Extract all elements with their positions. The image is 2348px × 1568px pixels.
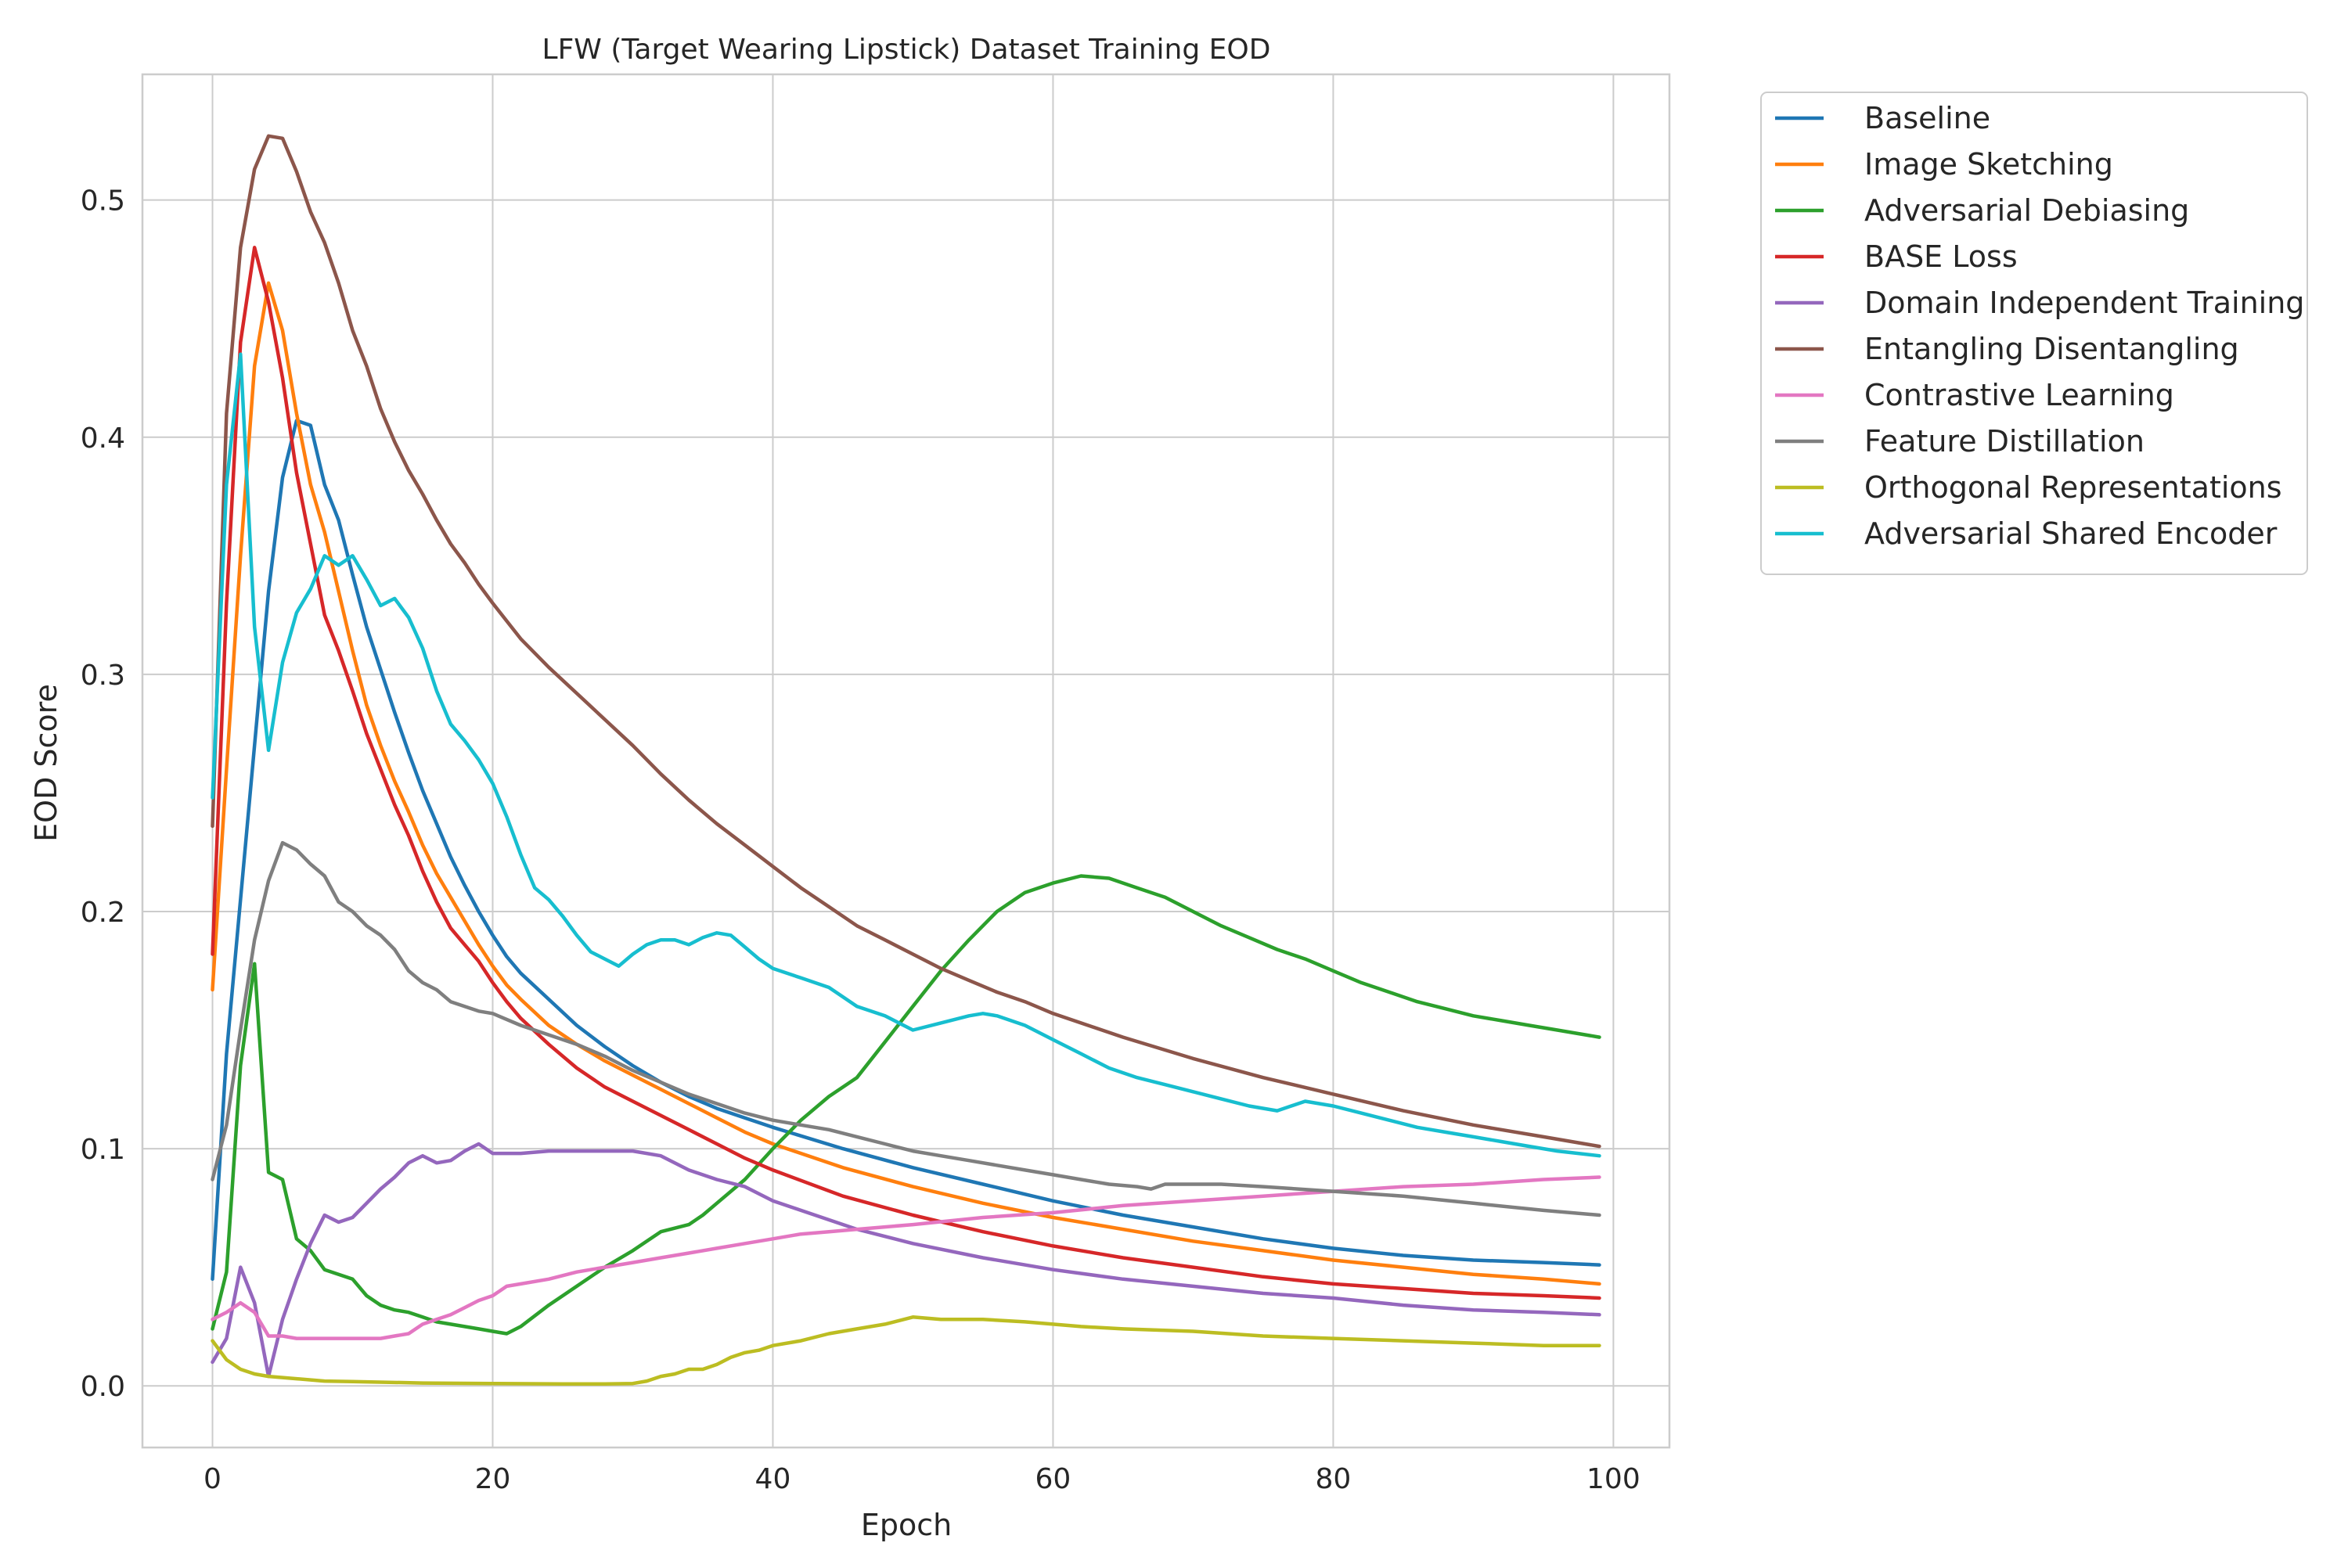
legend-label-3: BASE Loss xyxy=(1864,239,2018,274)
series-line-8 xyxy=(211,1315,1601,1386)
series-line-7 xyxy=(211,840,1601,1217)
series-line-9 xyxy=(211,352,1601,1158)
legend-label-6: Contrastive Learning xyxy=(1864,378,2174,412)
x-tick-label: 60 xyxy=(1035,1463,1071,1495)
x-tick-label: 80 xyxy=(1316,1463,1352,1495)
chart-title: LFW (Target Wearing Lipstick) Dataset Tr… xyxy=(542,34,1271,66)
tick-layer: 0 20 40 60 80 100 0.0 0.1 0.2 0.3 0.4 0.5 xyxy=(81,185,1640,1495)
y-axis-label: EOD Score xyxy=(29,684,63,842)
legend: Baseline Image Sketching Adversarial Debia… xyxy=(1760,92,2308,575)
x-tick-label: 40 xyxy=(755,1463,791,1495)
legend-label-9: Adversarial Shared Encoder xyxy=(1864,516,2278,551)
legend-label-1: Image Sketching xyxy=(1864,147,2113,182)
legend-label-0: Baseline xyxy=(1864,101,1990,135)
y-tick-label: 0.0 xyxy=(81,1371,125,1403)
frame-layer xyxy=(141,73,1671,1449)
series-line-6 xyxy=(211,1175,1601,1340)
y-tick-label: 0.2 xyxy=(81,897,125,929)
legend-label-2: Adversarial Debiasing xyxy=(1864,193,2189,228)
legend-label-7: Feature Distillation xyxy=(1864,424,2145,459)
x-tick-label: 0 xyxy=(203,1463,221,1495)
series-line-4 xyxy=(211,1142,1601,1379)
x-tick-label: 20 xyxy=(475,1463,511,1495)
series-line-2 xyxy=(211,874,1601,1336)
grid-layer xyxy=(142,74,1669,1448)
plot-frame xyxy=(141,73,1671,1449)
series-line-3 xyxy=(211,246,1601,1300)
series-line-0 xyxy=(211,419,1601,1282)
y-tick-label: 0.5 xyxy=(81,185,125,218)
legend-label-8: Orthogonal Representations xyxy=(1864,470,2282,505)
x-tick-label: 100 xyxy=(1586,1463,1640,1495)
y-tick-label: 0.3 xyxy=(81,660,125,692)
y-tick-label: 0.4 xyxy=(81,423,125,455)
series-line-1 xyxy=(211,281,1601,1286)
legend-label-5: Entangling Disentangling xyxy=(1864,332,2239,366)
series-layer xyxy=(211,134,1601,1386)
legend-frame xyxy=(1760,92,2308,575)
x-axis-label: Epoch xyxy=(861,1508,952,1542)
legend-label-4: Domain Independent Training xyxy=(1864,286,2304,320)
series-line-5 xyxy=(211,134,1601,1149)
y-tick-label: 0.1 xyxy=(81,1134,125,1166)
